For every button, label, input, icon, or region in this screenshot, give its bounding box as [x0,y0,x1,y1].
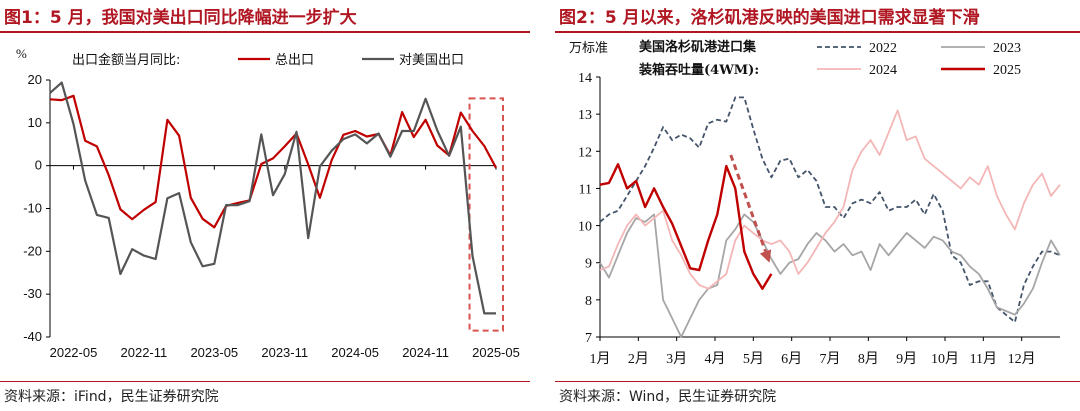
series-line [49,81,496,315]
x-tick-label: 12月 [1008,351,1036,367]
legend-left: 出口金额当月同比: 总出口 对美国出口 [72,52,464,68]
x-tick-label: 4月 [705,351,726,367]
series-line [599,163,773,290]
trend-arrow-head [759,249,772,263]
series-us-exports [49,81,496,315]
x-tick-label: 2024-11 [402,345,449,360]
chart-right: 14 13 12 11 10 9 8 7 1月 2月 3月 4月 5月 6月 7月 8月 9月 10月 11月 12月… [569,39,1061,367]
x-tick-label: 3月 [666,351,687,367]
y-tick-label: 13 [578,108,592,123]
legend-label: 2023 [993,41,1021,56]
series-2024 [599,109,1061,290]
x-tick-label: 6月 [781,351,802,367]
x-tick-label: 7月 [820,351,841,367]
legend-label: 2022 [869,41,897,56]
y-tick-label: 14 [578,71,592,86]
x-tick-label: 2023-11 [261,345,308,360]
title-rule-right [555,31,1080,33]
x-tick-label: 5月 [743,351,764,367]
trend-arrow [729,154,772,263]
legend-label: 总出口 [275,53,314,68]
legend-label: 对美国出口 [399,53,464,68]
axes-left: 20 10 0 -10 -20 -30 -40% 2022-05 2022-11 2023-05 2… [16,46,520,360]
y-axis-unit: 万标准 [569,41,608,56]
x-tick-label: 2025-05 [472,345,520,360]
y-tick-label: 12 [578,145,592,160]
y-tick-label: 0 [35,158,42,173]
y-tick-label: -20 [23,243,42,258]
series-2025 [599,163,773,290]
y-tick-label: 10 [578,220,592,235]
chart-title-right: 图2：5 月以来，洛杉矶港反映的美国进口需求显著下滑 [559,8,980,28]
series-line [599,213,1061,338]
series-total-exports [49,94,497,229]
legend-caption-line2: 装箱吞吐量(4WM): [638,62,759,78]
y-tick-label: 11 [579,182,592,197]
source-note-right: 资料来源：Wind，民生证券研究院 [559,389,777,405]
y-tick-label: 7 [585,331,592,346]
chart-title-left: 图1：5 月，我国对美出口同比降幅进一步扩大 [4,8,357,28]
source-rule-left [0,381,530,382]
x-tick-label: 2022-11 [121,345,168,360]
chart-panel-right: 图2：5 月以来，洛杉矶港反映的美国进口需求显著下滑 14 13 12 11 10 9 8 7… [555,0,1080,411]
axes-right: 14 13 12 11 10 9 8 7 1月 2月 3月 4月 5月 6月 7月 8月 9月 10月 11月 12月… [569,41,1060,367]
x-tick-label: 2022-05 [50,345,98,360]
legend-label: 2024 [869,63,897,78]
source-note-left: 资料来源：iFind，民生证券研究院 [4,389,219,405]
y-axis-unit: % [16,46,27,61]
y-tick-label: -40 [23,329,42,344]
x-tick-label: 2月 [628,351,649,367]
y-tick-label: 9 [585,257,592,272]
x-tick-label: 2023-05 [190,345,238,360]
legend-title: 出口金额当月同比: [72,52,180,68]
y-tick-label: -10 [23,201,42,216]
x-tick-label: 11月 [970,351,997,367]
y-tick-label: -30 [23,286,42,301]
source-rule-right [555,381,1080,382]
y-tick-label: 8 [585,294,592,309]
x-tick-label: 1月 [590,351,611,367]
trend-arrow-shaft [729,154,767,252]
legend-caption-line1: 美国洛杉矶港进口集 [639,39,757,55]
chart-panel-left: 图1：5 月，我国对美出口同比降幅进一步扩大 20 10 0 -10 -20 -30 -40… [0,0,530,411]
title-rule-left [0,31,530,33]
series-2023 [599,213,1061,338]
legend-label: 2025 [993,63,1021,78]
series-line [599,96,1061,323]
x-tick-label: 9月 [896,351,917,367]
series-line [49,94,497,229]
chart-left: 20 10 0 -10 -20 -30 -40% 2022-05 2022-11 2023-05 2… [16,46,520,360]
y-tick-label: 20 [28,72,42,87]
x-tick-label: 10月 [931,351,959,367]
x-tick-label: 8月 [858,351,879,367]
series-2022 [599,96,1061,323]
y-tick-label: 10 [28,115,42,130]
x-tick-label: 2024-05 [331,345,379,360]
series-line [599,109,1061,290]
